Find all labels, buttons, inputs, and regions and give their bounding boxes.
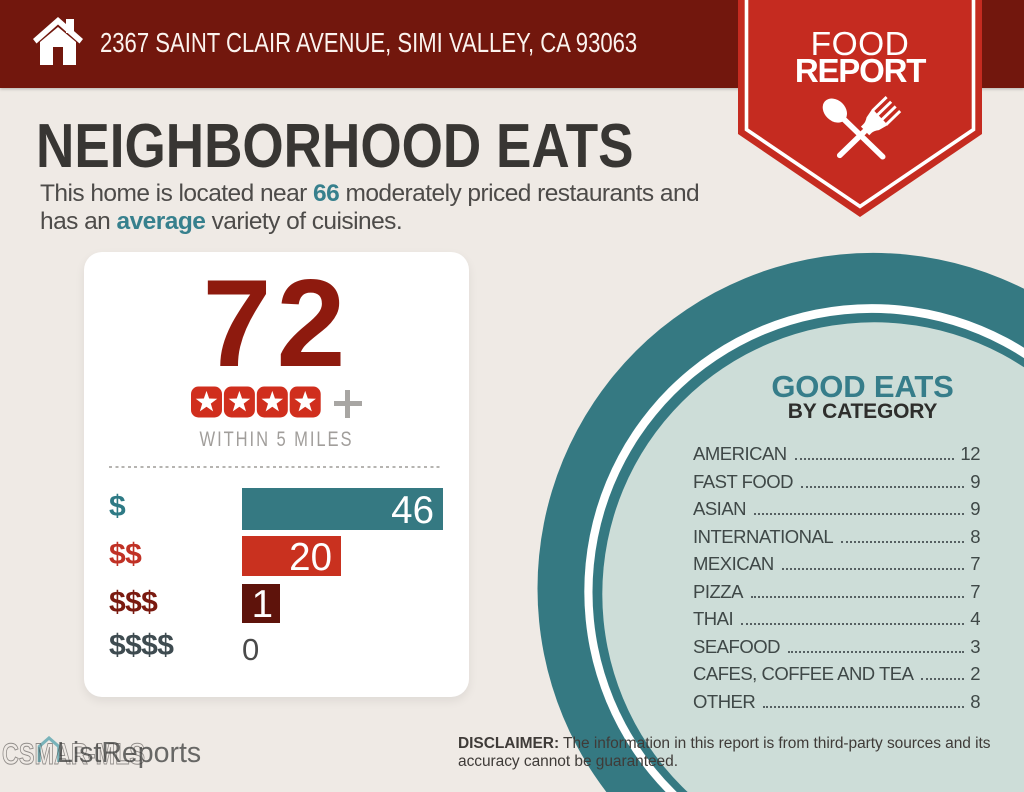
svg-text:REPORT: REPORT bbox=[795, 52, 926, 89]
svg-text:FOOD: FOOD bbox=[811, 26, 910, 63]
